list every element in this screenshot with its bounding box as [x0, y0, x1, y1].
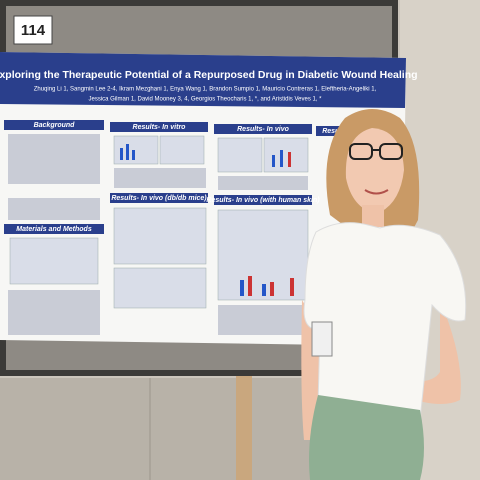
- skirt: [309, 395, 424, 480]
- smile: [364, 189, 389, 195]
- arm-right: [400, 300, 461, 404]
- neck: [362, 205, 384, 227]
- section-heading: Results- In vitro: [133, 124, 187, 131]
- section-bar: [110, 122, 208, 132]
- poster-tube: [236, 372, 252, 480]
- section-heading: Results- In vivo (with human skin): [206, 197, 320, 204]
- poster-authors: Zhuqing Li 1, Sangmin Lee 2-4, Ikram Mez…: [34, 87, 377, 93]
- poster-title: Exploring the Therapeutic Potential of a…: [0, 69, 418, 81]
- blouse: [303, 222, 467, 421]
- section-heading: Results- In vivo (db/db mice): [111, 195, 207, 202]
- poster-header: [0, 52, 406, 108]
- poster-bars: [120, 144, 283, 296]
- section-heading: Materials and Methods: [16, 226, 92, 233]
- poster-bars: [248, 152, 294, 296]
- section-bar: [4, 120, 104, 130]
- section-bar: [110, 193, 208, 203]
- sign-number: 114: [21, 22, 46, 39]
- section-bar: [214, 195, 312, 205]
- glasses: [349, 143, 403, 160]
- face: [345, 128, 404, 214]
- number-sign: [13, 15, 53, 45]
- name-badge: [311, 321, 333, 357]
- section-heading: Background: [34, 122, 76, 129]
- section-heading: Results- In vivo: [237, 126, 289, 133]
- section-bar: [316, 126, 356, 136]
- section-bar: [4, 224, 104, 234]
- poster-authors: Jessica Gilman 1, David Mooney 3, 4, Geo…: [88, 97, 322, 103]
- poster-text-block: [8, 134, 308, 335]
- section-bar: [214, 124, 312, 134]
